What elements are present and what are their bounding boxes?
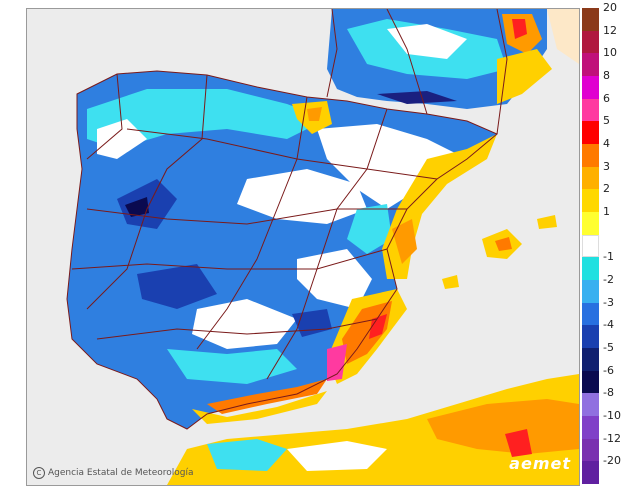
cyan-patch-south [167,349,297,384]
legend-label: -1 [603,250,614,264]
map-canvas [27,9,579,485]
legend-label: 2 [603,182,610,196]
cyan-band-north [87,89,327,149]
legend-label: 3 [603,159,610,173]
white-patch-central [237,169,367,224]
legend-entry: -4 [582,319,630,348]
red-spot-southeast [369,314,387,339]
copyright-icon: C [33,467,45,479]
legend-swatch [582,98,599,122]
legend-entry: 10 [582,47,630,76]
legend-entry: -20 [582,455,630,484]
legend-swatch [582,212,599,235]
legend-swatch [582,234,599,258]
legend-entry: 5 [582,115,630,144]
anomaly-map: C Agencia Estatal de Meteorología aemet [26,8,580,486]
africa-white [287,441,387,471]
darkest-blue-west [125,197,149,217]
legend-swatch [582,461,599,484]
orange-south-coast [207,379,327,414]
legend-label: -6 [603,363,614,377]
legend-label: -4 [603,318,614,332]
france-red [512,19,527,39]
white-patch-north [97,119,147,159]
credit-text: Agencia Estatal de Meteorología [48,468,194,478]
legend-entry: 3 [582,160,630,190]
legend-entry: -1 [582,251,630,280]
orange-north-spot [307,107,322,121]
legend-entry: -2 [582,274,630,303]
legend-entry: -5 [582,342,630,371]
orange-coast-valencia [392,219,417,264]
legend-label: -5 [603,341,614,354]
legend-label: 12 [603,23,617,37]
legend-swatch [582,302,599,326]
color-legend: 20 12 10 8 6 5 4 3 2 1 -1 -2 -3 -4 -5 -6 -8 -10 -12 -20 [582,2,630,484]
africa-red [505,429,532,457]
legend-entry: 1 [582,206,630,235]
credit-line: C Agencia Estatal de Meteorología [33,467,194,479]
legend-swatch [582,416,599,439]
legend-entry: 20 [582,2,630,31]
legend-label: 10 [603,46,617,60]
balearic-menorca [537,215,557,229]
cyan-patch-east [347,204,392,254]
legend-entry: 8 [582,70,630,99]
legend-entry: -12 [582,432,630,462]
legend-label: -2 [603,273,614,286]
legend-swatch [582,393,599,416]
france-yellow [497,49,552,104]
legend-entry: -10 [582,410,630,439]
legend-label: 1 [603,205,610,218]
magenta-spot [327,344,347,381]
legend-entry: -6 [582,364,630,394]
aemet-logo: aemet [509,454,571,473]
white-patch-southeast [297,249,372,309]
legend-swatch [582,325,599,348]
france-dark [377,91,457,104]
legend-label: 6 [603,91,610,105]
legend-label: -12 [603,431,621,445]
legend-swatch [582,121,599,144]
legend-entry: 4 [582,138,630,167]
balearic-mallorca-core [495,237,512,251]
legend-swatch [582,8,599,31]
legend-entry: 2 [582,183,630,212]
legend-swatch [582,53,599,76]
white-patch-south [192,299,297,349]
white-patch-east [317,124,457,209]
africa-orange [427,399,579,454]
legend-label: -8 [603,386,614,400]
legend-label: 20 [603,1,617,14]
legend-swatch [582,438,599,462]
legend-swatch [582,370,599,394]
legend-entry: 6 [582,92,630,122]
balearic-ibiza [442,275,459,289]
legend-label: -3 [603,295,614,309]
legend-entry: 12 [582,24,630,54]
province-borders [66,9,508,430]
legend-swatch [582,144,599,167]
legend-label: -20 [603,454,621,468]
swiss-beige [547,9,579,64]
legend-swatch [582,166,599,190]
legend-swatch [582,189,599,212]
legend-entry: -8 [582,387,630,416]
legend-entry: -3 [582,296,630,326]
africa-blue [207,439,287,471]
legend-swatch [582,257,599,280]
legend-label: 8 [603,69,610,82]
legend-swatch [582,30,599,54]
legend-swatch [582,76,599,99]
legend-label: -10 [603,409,621,422]
yellow-south-strip [192,391,327,424]
legend-label: 5 [603,114,610,128]
legend-label: 4 [603,137,610,150]
legend-entry [582,234,630,258]
dark-blue-spot [292,309,332,337]
legend-swatch [582,348,599,371]
dark-blue-southwest [137,264,217,309]
legend-swatch [582,280,599,303]
